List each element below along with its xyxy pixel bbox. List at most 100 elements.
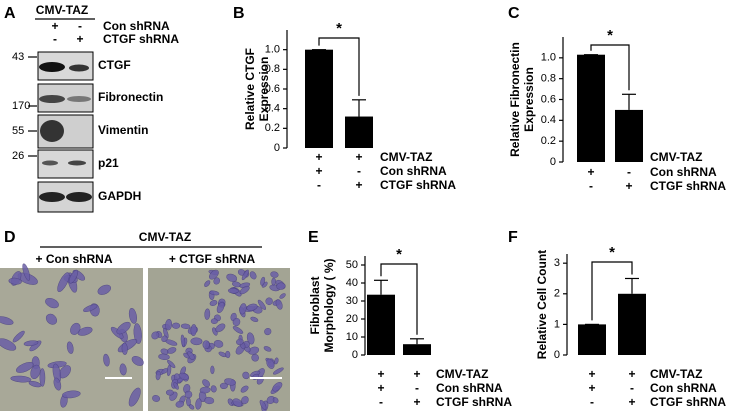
cell — [266, 358, 275, 369]
y-axis-label: Expression — [522, 67, 536, 132]
condition-sign: + — [413, 395, 420, 409]
size-marker: 170 — [12, 100, 30, 112]
cell — [242, 371, 250, 380]
y-axis-label: Expression — [257, 57, 271, 122]
significance-label: * — [607, 27, 613, 44]
cell — [57, 272, 70, 293]
condition-label: Con shRNA — [650, 165, 717, 179]
size-marker: 26 — [12, 150, 24, 162]
cell — [232, 326, 244, 334]
cell — [276, 282, 286, 290]
y-axis-label: Relative Cell Count — [535, 250, 549, 359]
cell — [183, 352, 190, 359]
cell — [272, 382, 283, 392]
y-tick-label: 0.4 — [541, 114, 556, 126]
condition-sign: - — [357, 164, 361, 178]
blot-header: CMV-TAZ — [36, 3, 88, 17]
condition-label: CMV-TAZ — [436, 367, 488, 381]
cell — [128, 387, 141, 407]
condition-sign: + — [76, 32, 83, 46]
cell — [202, 379, 210, 388]
y-tick-label: 50 — [346, 259, 358, 271]
cell — [184, 390, 193, 399]
cell — [265, 297, 273, 306]
cell — [165, 389, 174, 396]
condition-sign: + — [588, 381, 595, 395]
condition-sign: + — [628, 367, 635, 381]
cell — [210, 365, 215, 375]
cell — [158, 353, 170, 361]
cell — [180, 323, 191, 329]
cell — [133, 323, 142, 344]
micrographs — [0, 263, 290, 411]
cell — [227, 288, 239, 294]
y-tick-label: 1.0 — [265, 44, 280, 56]
cell — [216, 301, 225, 314]
panel-letter: A — [4, 5, 16, 22]
condition-label: CTGF shRNA — [650, 395, 726, 409]
cell — [180, 334, 186, 347]
condition-label: Con shRNA — [650, 381, 717, 395]
cell — [22, 263, 31, 281]
significance-label: * — [336, 20, 342, 37]
bar — [305, 49, 333, 148]
y-tick-label: 0.2 — [265, 122, 280, 134]
condition-sign: + — [315, 150, 322, 164]
cell — [213, 277, 221, 285]
bar — [615, 109, 643, 162]
y-tick-label: 0.6 — [265, 83, 280, 95]
bar — [403, 344, 431, 355]
y-tick-label: 2 — [554, 288, 560, 300]
cell — [165, 318, 173, 331]
cell — [232, 317, 241, 327]
cell — [236, 338, 244, 346]
cell — [77, 326, 93, 336]
cell — [45, 313, 58, 325]
cell — [175, 400, 185, 408]
cell — [239, 303, 247, 315]
y-tick-label: 1.0 — [541, 52, 556, 64]
cell — [70, 322, 81, 335]
y-axis-label: Relative Fibronectin — [508, 42, 522, 157]
condition-sign: + — [587, 165, 594, 179]
cell — [152, 394, 160, 402]
cell — [119, 363, 127, 376]
y-axis-label: Morphology ( %) — [322, 259, 336, 353]
condition-label: CTGF shRNA — [103, 32, 179, 46]
cell — [275, 299, 283, 310]
condition-sign: - — [627, 165, 631, 179]
condition-sign: + — [625, 150, 632, 164]
size-marker: 43 — [12, 51, 24, 63]
cell — [224, 378, 236, 386]
cell — [166, 347, 177, 354]
significance-bracket — [318, 37, 360, 96]
condition-sign: - — [590, 395, 594, 409]
cell — [204, 308, 211, 320]
condition-sign: + — [413, 367, 420, 381]
cell — [121, 342, 128, 355]
cell — [171, 322, 181, 329]
cell — [209, 269, 219, 280]
condition-sign: + — [355, 150, 362, 164]
protein-label: Vimentin — [98, 123, 148, 137]
significance-bracket — [590, 44, 630, 91]
cell — [239, 285, 250, 295]
western-blot — [37, 51, 94, 213]
condition-sign: - — [53, 32, 57, 46]
cell — [12, 330, 25, 343]
condition-sign: + — [315, 164, 322, 178]
cell — [116, 321, 131, 335]
condition-label: Con shRNA — [103, 19, 170, 33]
cell — [195, 398, 202, 410]
cell — [210, 318, 218, 325]
cell — [45, 297, 59, 309]
bar — [578, 324, 606, 355]
cell — [279, 293, 286, 299]
condition-label: CTGF shRNA — [380, 178, 456, 192]
cell — [161, 368, 169, 374]
cell — [173, 382, 179, 390]
cell — [209, 300, 218, 307]
condition-sign: + — [587, 150, 594, 164]
protein-label: CTGF — [98, 58, 131, 72]
condition-sign: - — [415, 381, 419, 395]
